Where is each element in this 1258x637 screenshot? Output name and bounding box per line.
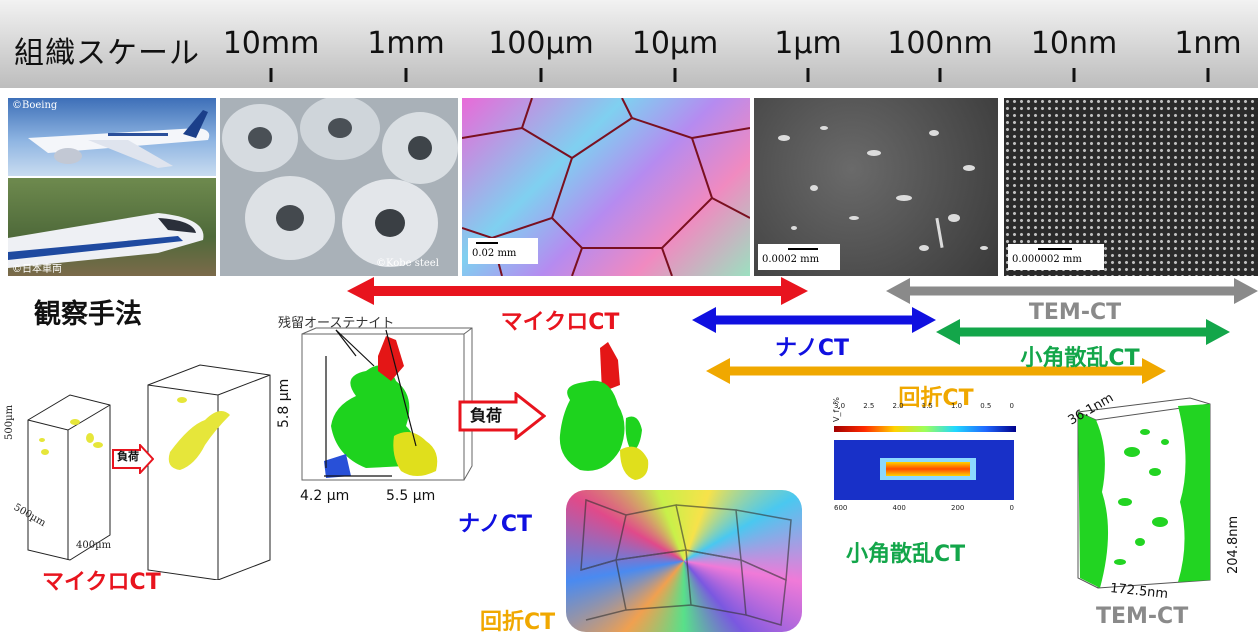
airplane-icon — [28, 110, 210, 168]
saxs-y-tick: 0 — [1009, 504, 1014, 512]
micro-ct-arrow — [347, 277, 808, 305]
airplane-photo: ©Boeing — [8, 98, 216, 176]
steel-coils-photo: ©Kobe steel — [220, 98, 458, 276]
tem-ct-range-label: TEM-CT — [1028, 300, 1122, 325]
scale-bar-line — [476, 242, 498, 244]
tick-label-1um: 1µm — [774, 26, 842, 61]
saxs-heatmap — [834, 440, 1014, 500]
credit-train: ©日本車両 — [12, 264, 62, 275]
diffraction-grain-map — [566, 490, 802, 632]
saxs-heatmap-core — [886, 462, 970, 476]
tick-label-1nm: 1nm — [1174, 26, 1242, 61]
tick-mark — [1206, 68, 1210, 82]
ebsd-map-photo: 0.02 mm — [462, 98, 750, 276]
nano-ct-box — [301, 327, 473, 481]
saxs-ct-range-label: 小角散乱CT — [1020, 346, 1140, 371]
sem-scale-text: 0.0002 mm — [762, 254, 820, 265]
saxs-map: V_f, % 3.0 2.5 2.0 1.5 1.0 0.5 0 600 400… — [820, 397, 1018, 512]
diffraction-ct-arrow — [706, 358, 1166, 384]
tem-scale-text: 0.000002 mm — [1012, 254, 1082, 265]
sem-scale-box: 0.0002 mm — [758, 244, 840, 270]
tick-mark — [269, 68, 273, 82]
tem-dim-height: 204.8nm — [1226, 515, 1241, 574]
ebsd-scale-box: 0.02 mm — [468, 238, 538, 264]
nano-dim-depth: 5.5 µm — [386, 488, 436, 504]
tick-label-10um: 10µm — [631, 26, 719, 61]
tick-label-100um: 100µm — [488, 26, 594, 61]
train-photo: ©日本車両 — [8, 178, 216, 276]
nano-dim-height: 5.8 µm — [276, 378, 292, 428]
large-load-label: 負荷 — [470, 406, 503, 425]
nano-ct-example-label: ナノCT — [458, 512, 533, 537]
micro-dim-width: 400µm — [76, 540, 112, 551]
precipitate-icon — [778, 126, 988, 251]
train-icon — [8, 213, 204, 268]
scale-bar-line — [788, 248, 818, 250]
tick-mark — [539, 68, 543, 82]
tick-mark — [938, 68, 942, 82]
saxs-tick: 0 — [1009, 402, 1014, 410]
tick-label-10mm: 10mm — [222, 26, 320, 61]
nano-ct-arrow — [692, 307, 936, 333]
diffraction-ct-range-label: 回折CT — [898, 386, 974, 411]
micro-dim-height: 500µm — [4, 404, 15, 440]
scale-bar: 組織スケール 10mm 1mm 100µm 10µm 1µm 100nm 10n… — [0, 0, 1258, 88]
saxs-tick: 1.5 — [921, 402, 933, 410]
tick-label-10nm: 10nm — [1030, 26, 1118, 61]
tem-ct-example-label: TEM-CT — [1096, 604, 1189, 629]
methods-heading: 観察手法 — [34, 299, 142, 330]
saxs-ct-arrow — [936, 319, 1230, 345]
micro-ct-boxes — [27, 364, 271, 580]
tick-mark — [806, 68, 810, 82]
micro-ct-range-label: マイクロCT — [500, 310, 620, 335]
tick-label-100nm: 100nm — [887, 26, 993, 61]
saxs-tick: 0.5 — [980, 402, 992, 410]
scale-bar-line — [1038, 248, 1072, 250]
diffraction-ct-example-label: 回折CT — [480, 610, 556, 635]
tick-label-1mm: 1mm — [367, 26, 445, 61]
saxs-y-tick: 600 — [834, 504, 848, 512]
tem-lattice-photo: 0.000002 mm — [1004, 98, 1258, 276]
saxs-y-ticks: 600 400 200 0 — [834, 504, 1014, 512]
tem-scale-box: 0.000002 mm — [1008, 244, 1104, 270]
retained-austenite-label: 残留オーステナイト — [278, 316, 395, 331]
credit-kobe: ©Kobe steel — [376, 258, 439, 269]
saxs-y-tick: 400 — [892, 504, 906, 512]
tick-mark — [673, 68, 677, 82]
saxs-y-tick: 200 — [951, 504, 965, 512]
saxs-tick: 1.0 — [951, 402, 963, 410]
nano-dim-width: 4.2 µm — [300, 488, 350, 504]
ebsd-scale-text: 0.02 mm — [472, 248, 517, 259]
saxs-colorbar-ticks: 3.0 2.5 2.0 1.5 1.0 0.5 0 — [834, 402, 1014, 416]
nano-ct-range-label: ナノCT — [774, 336, 850, 361]
large-load-arrow — [458, 392, 546, 440]
saxs-tick: 2.0 — [892, 402, 904, 410]
tem-ct-arrow — [886, 278, 1258, 304]
scale-title: 組織スケール — [14, 36, 200, 71]
small-load-label: 負荷 — [117, 450, 139, 463]
credit-boeing: ©Boeing — [12, 100, 58, 111]
grain-cell-icon — [580, 498, 792, 626]
micro-ct-example-label: マイクロCT — [42, 570, 161, 595]
small-load-arrow — [112, 444, 154, 474]
saxs-colorbar — [834, 426, 1016, 432]
tick-mark — [404, 68, 408, 82]
loaded-grain-model — [559, 342, 649, 480]
tick-mark — [1072, 68, 1076, 82]
saxs-ct-example-label: 小角散乱CT — [846, 542, 966, 567]
saxs-tick: 2.5 — [863, 402, 875, 410]
tem-ct-slab — [1077, 397, 1211, 589]
saxs-tick: 3.0 — [834, 402, 846, 410]
sem-photo: 0.0002 mm — [754, 98, 998, 276]
steel-coil-icon — [220, 98, 458, 276]
